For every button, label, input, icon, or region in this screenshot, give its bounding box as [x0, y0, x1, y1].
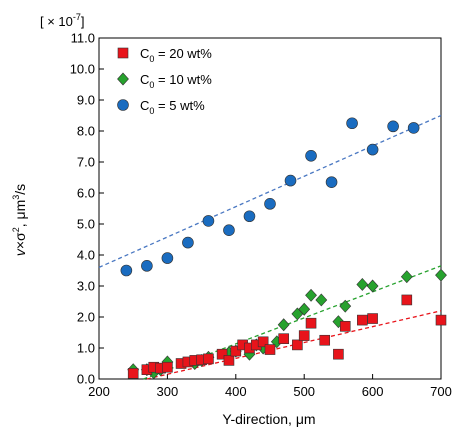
data-point: [366, 279, 379, 293]
data-point: [435, 314, 447, 326]
data-points: [120, 117, 447, 380]
data-point: [339, 299, 352, 313]
plot-border: [98, 37, 442, 380]
data-point: [284, 174, 297, 187]
data-point: [292, 339, 303, 351]
x-tick-label: 500: [293, 384, 315, 399]
data-point: [117, 99, 129, 111]
y-tick-label: 3.0: [77, 279, 95, 294]
y-tick-label: 11.0: [71, 31, 95, 46]
data-point: [264, 198, 276, 210]
data-point: [367, 313, 378, 324]
data-point: [435, 268, 447, 282]
y-tick-label: 10.0: [70, 62, 95, 77]
data-point: [401, 294, 413, 306]
data-point: [298, 302, 311, 316]
y-tick-label: 8.0: [77, 124, 95, 139]
y-tick-label: 0.0: [77, 372, 95, 387]
y-tick-label: 2.0: [77, 310, 95, 325]
trend-lines: [98, 114, 442, 380]
data-point: [366, 143, 379, 156]
data-point: [305, 150, 317, 162]
data-point: [407, 122, 420, 134]
axis-multiplier: [ × 10-7]: [40, 12, 85, 29]
x-tick-label: 400: [225, 384, 247, 399]
x-axis: 200 300 400 500 600 700: [88, 374, 452, 399]
x-tick-label: 300: [157, 384, 179, 399]
data-point: [141, 260, 153, 272]
y-axis-label: v×σ2, μm3/s: [11, 184, 28, 256]
data-point: [243, 210, 256, 223]
legend-entry: C0 = 10 wt%: [140, 72, 212, 90]
x-tick-label: 200: [88, 384, 110, 399]
data-point: [202, 215, 215, 227]
data-point: [223, 224, 235, 236]
data-point: [315, 293, 328, 307]
data-point: [117, 72, 129, 86]
legend-entry: C0 = 5 wt%: [140, 98, 205, 116]
data-point: [182, 236, 194, 249]
x-tick-label: 700: [430, 384, 452, 399]
data-point: [305, 288, 317, 302]
legend: C0 = 20 wt% C0 = 10 wt% C0 = 5 wt%: [117, 46, 212, 116]
data-point: [346, 117, 358, 130]
trend-line: [98, 114, 442, 268]
data-point: [339, 320, 351, 332]
data-point: [400, 270, 413, 284]
y-tick-label: 4.0: [77, 248, 95, 263]
data-point: [120, 264, 133, 277]
data-point: [325, 176, 338, 188]
plot-frame: [98, 37, 442, 380]
data-point: [333, 348, 344, 360]
data-point: [230, 345, 242, 357]
data-point: [356, 278, 369, 291]
data-point: [257, 336, 269, 348]
y-axis: 0.0 1.0 2.0 3.0 4.0 5.0 6.0 7.0 8.0 9.0 10.0 11.0: [70, 31, 104, 387]
data-point: [278, 333, 289, 345]
data-point: [117, 47, 129, 59]
data-point: [357, 314, 368, 326]
y-tick-label: 9.0: [77, 93, 95, 108]
data-point: [161, 252, 174, 264]
data-point: [162, 361, 173, 373]
legend-entry: C0 = 20 wt%: [140, 46, 212, 64]
data-point: [277, 318, 290, 332]
data-point: [264, 344, 276, 355]
y-tick-label: 7.0: [77, 155, 95, 170]
data-point: [319, 334, 331, 346]
data-point: [223, 355, 235, 366]
data-point: [298, 330, 310, 341]
x-tick-label: 600: [362, 384, 384, 399]
y-tick-label: 1.0: [77, 341, 95, 356]
y-tick-label: 6.0: [77, 186, 95, 201]
data-point: [127, 368, 139, 379]
data-point: [216, 348, 228, 360]
data-point: [305, 317, 317, 329]
data-point: [387, 120, 399, 133]
x-axis-label: Y-direction, μm: [222, 411, 315, 427]
y-tick-label: 5.0: [77, 217, 95, 232]
data-point: [203, 353, 214, 365]
